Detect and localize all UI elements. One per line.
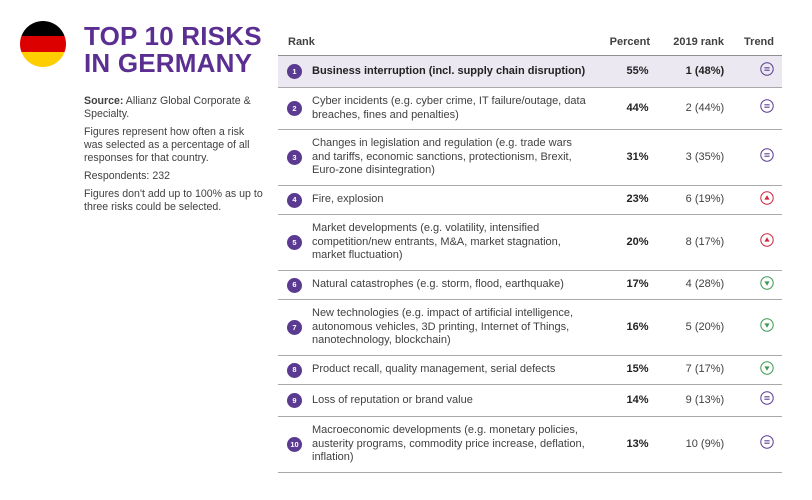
trend-cell xyxy=(732,233,782,252)
flag-stripe-red xyxy=(20,36,66,52)
trend-cell xyxy=(732,62,782,81)
percent-value: 44% xyxy=(626,101,649,114)
risk-cell: 6 Natural catastrophes (e.g. storm, flood… xyxy=(278,277,591,293)
rank-2019-value: 2 (44%) xyxy=(685,101,725,114)
table-row: 7 New technologies (e.g. impact of artifi… xyxy=(278,300,782,356)
trend-up-icon xyxy=(760,233,774,247)
risk-table: Rank Percent 2019 rank Trend 1 Business i… xyxy=(278,29,782,473)
trend-cell xyxy=(732,435,782,454)
rank-2019-value: 3 (35%) xyxy=(685,150,725,163)
trend-cell xyxy=(732,99,782,118)
trend-cell xyxy=(732,276,782,295)
risk-label: Natural catastrophes (e.g. storm, flood,… xyxy=(312,278,564,291)
table-row: 10 Macroeconomic developments (e.g. monet… xyxy=(278,417,782,473)
rank-badge: 3 xyxy=(287,150,302,165)
percent-value: 16% xyxy=(626,320,649,333)
rank-2019-value: 5 (20%) xyxy=(685,320,725,333)
trend-down-icon xyxy=(760,276,774,290)
trend-same-icon xyxy=(760,391,774,405)
rank-2019-value: 1 (48%) xyxy=(685,64,725,77)
rank-badge: 1 xyxy=(287,64,302,79)
column-header-rank: Rank xyxy=(288,36,315,48)
column-header-2019-rank: 2019 rank xyxy=(673,36,724,48)
percent-value: 14% xyxy=(626,393,649,406)
risk-cell: 7 New technologies (e.g. impact of artifi… xyxy=(278,307,591,348)
rank-2019-value: 7 (17%) xyxy=(685,363,725,376)
risk-label: Fire, explosion xyxy=(312,193,384,206)
rank-2019-value: 6 (19%) xyxy=(685,193,725,206)
rank-2019-value: 9 (13%) xyxy=(685,393,725,406)
source-label: Source: xyxy=(84,95,124,107)
percent-value: 13% xyxy=(626,437,649,450)
trend-cell xyxy=(732,361,782,380)
source-line: Source: Allianz Global Corporate & Speci… xyxy=(84,95,264,121)
source-text: Allianz Global Corporate & Specialty. xyxy=(84,95,251,120)
table-row: 8 Product recall, quality management, ser… xyxy=(278,356,782,385)
table-header: Rank Percent 2019 rank Trend xyxy=(278,29,782,56)
flag-stripe-black xyxy=(20,21,66,37)
page-title: TOP 10 RISKS IN GERMANY xyxy=(84,21,262,78)
trend-same-icon xyxy=(760,99,774,113)
percent-value: 17% xyxy=(626,278,649,291)
risk-label: Market developments (e.g. volatility, in… xyxy=(312,222,561,262)
rank-2019-value: 10 (9%) xyxy=(685,437,725,450)
rank-badge: 2 xyxy=(287,101,302,116)
table-row: 2 Cyber incidents (e.g. cyber crime, IT f… xyxy=(278,88,782,130)
risk-label: Cyber incidents (e.g. cyber crime, IT fa… xyxy=(312,95,586,121)
trend-cell xyxy=(732,318,782,337)
rank-2019-value: 8 (17%) xyxy=(685,235,725,248)
trend-down-icon xyxy=(760,361,774,375)
percent-value: 31% xyxy=(626,150,649,163)
risk-cell: 8 Product recall, quality management, ser… xyxy=(278,362,591,378)
rank-badge: 4 xyxy=(287,192,302,208)
risk-label: Business interruption (incl. supply chai… xyxy=(312,64,586,77)
column-header-trend: Trend xyxy=(744,36,774,48)
rank-badge: 10 xyxy=(287,437,302,452)
table-row: 3 Changes in legislation and regulation (… xyxy=(278,130,782,186)
trend-cell xyxy=(732,391,782,410)
trend-same-icon xyxy=(760,435,774,449)
percent-value: 20% xyxy=(626,235,649,248)
risk-cell: 2 Cyber incidents (e.g. cyber crime, IT f… xyxy=(278,95,591,122)
risk-cell: 10 Macroeconomic developments (e.g. monet… xyxy=(278,424,591,465)
trend-same-icon xyxy=(760,148,774,162)
risk-label: New technologies (e.g. impact of artific… xyxy=(312,307,574,347)
table-row: 4 Fire, explosion 23% 6 (19%) xyxy=(278,186,782,215)
risk-cell: 4 Fire, explosion xyxy=(278,192,591,208)
table-row: 5 Market developments (e.g. volatility, i… xyxy=(278,215,782,271)
rank-badge: 9 xyxy=(287,393,302,408)
rank-badge: 6 xyxy=(287,277,302,293)
note-sum: Figures don't add up to 100% as up to th… xyxy=(84,188,263,213)
risk-label: Product recall, quality management, seri… xyxy=(312,363,556,376)
rank-2019-value: 4 (28%) xyxy=(685,278,725,291)
trend-cell xyxy=(732,191,782,210)
rank-badge: 8 xyxy=(287,362,302,378)
table-body: 1 Business interruption (incl. supply cha… xyxy=(278,56,782,473)
trend-up-icon xyxy=(760,191,774,205)
risk-label: Loss of reputation or brand value xyxy=(312,393,473,406)
rank-badge: 5 xyxy=(287,235,302,250)
flag-stripe-gold xyxy=(20,51,66,67)
risk-cell: 9 Loss of reputation or brand value xyxy=(278,393,591,408)
risk-cell: 3 Changes in legislation and regulation (… xyxy=(278,137,591,178)
trend-same-icon xyxy=(760,62,774,76)
trend-cell xyxy=(732,148,782,167)
risk-label: Macroeconomic developments (e.g. monetar… xyxy=(312,424,585,464)
risk-label: Changes in legislation and regulation (e… xyxy=(312,137,572,177)
percent-value: 15% xyxy=(626,363,649,376)
percent-value: 55% xyxy=(626,64,649,77)
trend-down-icon xyxy=(760,318,774,332)
germany-flag-icon xyxy=(20,21,66,67)
table-row: 1 Business interruption (incl. supply cha… xyxy=(278,56,782,88)
risk-cell: 1 Business interruption (incl. supply cha… xyxy=(278,64,591,79)
risk-cell: 5 Market developments (e.g. volatility, i… xyxy=(278,222,591,263)
note-percentages: Figures represent how often a risk was s… xyxy=(84,126,250,164)
percent-value: 23% xyxy=(626,193,649,206)
source-notes: Source: Allianz Global Corporate & Speci… xyxy=(84,95,264,219)
respondents-count: Respondents: 232 xyxy=(84,170,170,182)
table-row: 6 Natural catastrophes (e.g. storm, flood… xyxy=(278,271,782,300)
table-row: 9 Loss of reputation or brand value 14% 9 (… xyxy=(278,385,782,417)
column-header-percent: Percent xyxy=(609,36,650,48)
rank-badge: 7 xyxy=(287,320,302,335)
